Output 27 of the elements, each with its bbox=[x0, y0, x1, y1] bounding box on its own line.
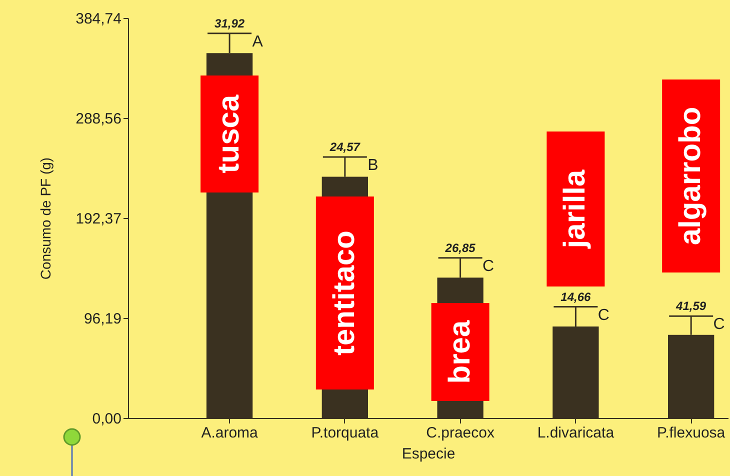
annotation: tentitaco bbox=[328, 230, 361, 356]
x-tick-label: A.aroma bbox=[201, 424, 259, 442]
annotation: C bbox=[713, 316, 725, 334]
annotation: 24,57 bbox=[328, 140, 362, 154]
annotation: 31,92 bbox=[214, 16, 245, 30]
y-tick-label: 384,74 bbox=[76, 10, 122, 28]
annotation: 26,85 bbox=[444, 240, 476, 255]
y-tick-label: 192,37 bbox=[76, 210, 122, 228]
annotation: C bbox=[482, 258, 494, 275]
y-tick-label: 0,00 bbox=[92, 410, 122, 428]
annotation: tusca bbox=[212, 94, 246, 174]
y-tick-label: 96,19 bbox=[84, 310, 122, 328]
annotation: C bbox=[598, 306, 610, 324]
annotation: jarilla bbox=[558, 169, 592, 250]
x-tick-label: P.torquata bbox=[311, 424, 380, 442]
x-axis-title: Especie bbox=[402, 446, 456, 462]
annotation: 14,66 bbox=[560, 290, 592, 304]
y-tick-label: 288,56 bbox=[76, 110, 122, 128]
y-axis-title: Consumo de PF (g) bbox=[38, 157, 54, 280]
annotation: brea bbox=[443, 320, 476, 384]
annotation: 41,59 bbox=[675, 299, 706, 314]
x-tick-label: C.praecox bbox=[426, 424, 495, 442]
x-tick-label: P.flexuosa bbox=[657, 424, 726, 442]
annotation: algarrobo bbox=[674, 106, 708, 246]
annotation: A bbox=[252, 33, 264, 50]
annotation: B bbox=[368, 157, 378, 174]
x-tick-label: L.divaricata bbox=[537, 424, 615, 442]
